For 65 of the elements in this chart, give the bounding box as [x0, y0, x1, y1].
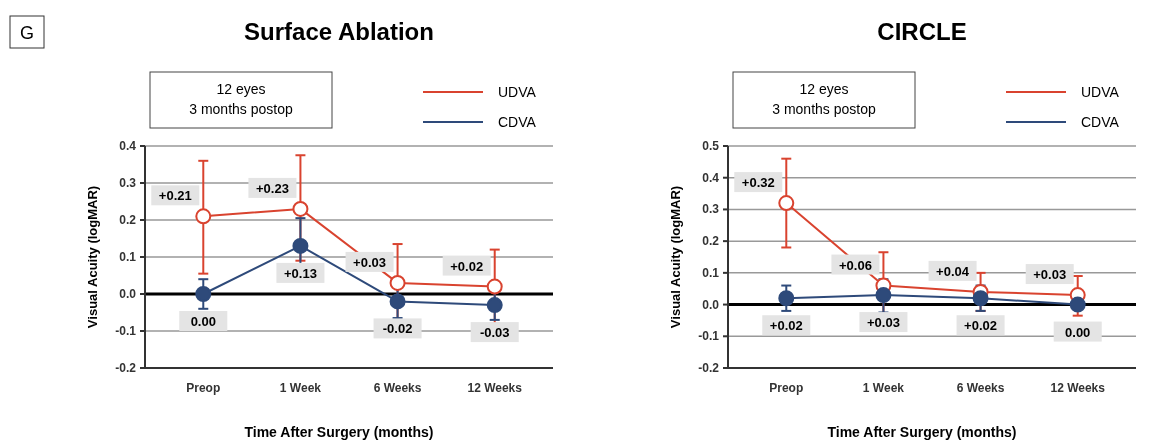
- point: [486, 278, 503, 295]
- y-axis-title: Visual Acuity (logMAR): [668, 185, 683, 329]
- legend-label: UDVA: [498, 84, 537, 100]
- chart-title: Surface Ablation: [244, 18, 434, 45]
- data-label: +0.06: [838, 257, 872, 273]
- y-tick-label: 0.0: [119, 287, 137, 301]
- data-label: +0.02: [769, 318, 803, 334]
- data-label: +0.32: [741, 175, 775, 191]
- legend-label: CDVA: [498, 114, 537, 130]
- x-tick-label: 6 Weeks: [373, 381, 422, 395]
- data-label: +0.03: [1033, 267, 1067, 283]
- point: [1069, 296, 1086, 313]
- data-label: +0.02: [450, 258, 484, 274]
- y-tick-label: -0.2: [115, 361, 137, 375]
- x-axis-title: Time After Surgery (months): [244, 424, 434, 440]
- point: [875, 287, 892, 304]
- x-tick-label: 12 Weeks: [467, 381, 523, 395]
- y-tick-label: 0.2: [702, 234, 720, 249]
- y-tick-label: -0.1: [698, 329, 720, 344]
- y-tick-label: -0.2: [698, 361, 720, 375]
- y-tick-label: 0.4: [119, 139, 137, 153]
- x-tick-label: 6 Weeks: [956, 381, 1005, 395]
- point: [292, 237, 309, 254]
- legend-label: CDVA: [1081, 114, 1120, 130]
- y-tick-label: -0.1: [115, 324, 137, 338]
- point: [778, 195, 795, 212]
- text: 12 eyes 3 months postop: [189, 81, 293, 117]
- x-tick-label: Preop: [769, 381, 804, 395]
- x-tick-label: Preop: [186, 381, 221, 395]
- text: 12 eyes 3 months postop: [772, 81, 876, 117]
- y-tick-label: 0.5: [702, 139, 720, 153]
- point: [292, 200, 309, 217]
- data-label: -0.03: [479, 325, 510, 341]
- text: G: [19, 23, 35, 43]
- x-tick-label: 1 Week: [279, 381, 322, 395]
- y-tick-label: 0.3: [702, 202, 720, 217]
- data-label: +0.03: [353, 254, 387, 270]
- data-label: 0.00: [190, 314, 216, 329]
- point: [195, 208, 212, 225]
- data-label: +0.13: [283, 265, 317, 281]
- point: [778, 290, 795, 307]
- y-tick-label: 0.3: [119, 176, 137, 190]
- point: [486, 297, 503, 314]
- x-tick-label: 1 Week: [862, 381, 905, 395]
- y-tick-label: 0.1: [119, 250, 137, 264]
- y-tick-label: 0.4: [702, 170, 720, 185]
- x-tick-label: 12 Weeks: [1050, 381, 1106, 395]
- data-label: 0.00: [1065, 324, 1091, 340]
- y-tick-label: 0.1: [702, 265, 720, 280]
- y-axis-title: Visual Acuity (logMAR): [85, 185, 100, 329]
- point: [389, 274, 406, 291]
- y-tick-label: 0.2: [119, 213, 137, 227]
- data-label: +0.04: [936, 263, 970, 279]
- data-label: +0.03: [866, 315, 900, 331]
- data-label: -0.02: [382, 321, 413, 337]
- point: [972, 290, 989, 307]
- legend-label: UDVA: [1081, 84, 1120, 100]
- data-label: +0.21: [158, 188, 192, 204]
- chart-title: CIRCLE: [877, 18, 967, 45]
- y-tick-label: 0.0: [702, 297, 720, 312]
- x-axis-title: Time After Surgery (months): [827, 424, 1017, 440]
- data-label: +0.23: [255, 180, 289, 196]
- data-label: +0.02: [964, 318, 998, 334]
- point: [195, 286, 212, 302]
- point: [389, 293, 406, 310]
